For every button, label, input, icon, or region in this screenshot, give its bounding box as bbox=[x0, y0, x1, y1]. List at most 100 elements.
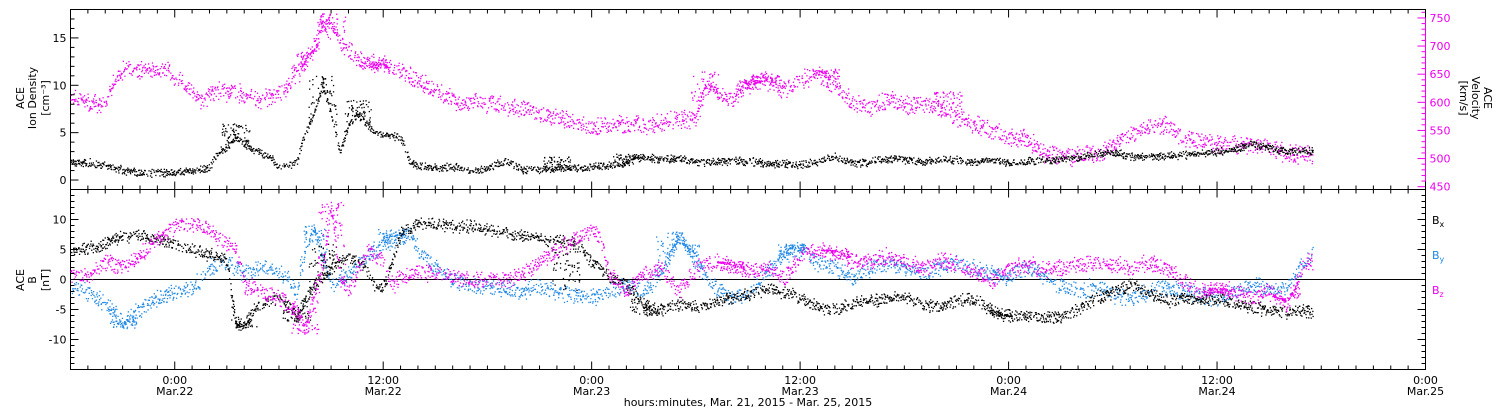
data-point bbox=[829, 159, 831, 161]
data-point bbox=[254, 95, 256, 98]
data-point bbox=[694, 162, 696, 164]
data-point bbox=[1036, 142, 1038, 145]
data-point bbox=[205, 166, 208, 168]
data-point bbox=[979, 120, 981, 122]
data-point bbox=[765, 162, 767, 164]
data-point bbox=[291, 164, 294, 166]
data-point bbox=[447, 103, 450, 105]
data-point bbox=[850, 159, 852, 161]
data-point bbox=[765, 165, 767, 168]
data-point bbox=[1160, 131, 1163, 133]
data-point bbox=[729, 163, 731, 165]
data-point bbox=[613, 123, 615, 125]
data-point bbox=[1219, 151, 1221, 153]
data-point bbox=[296, 54, 298, 56]
data-point bbox=[492, 167, 494, 170]
data-point bbox=[204, 97, 206, 99]
data-point bbox=[349, 123, 351, 125]
data-point bbox=[1164, 126, 1167, 128]
data-point bbox=[261, 149, 263, 152]
data-point bbox=[379, 131, 381, 134]
data-point bbox=[173, 172, 175, 175]
data-point bbox=[1254, 149, 1256, 151]
data-point bbox=[1025, 136, 1027, 138]
data-point bbox=[700, 92, 702, 94]
data-point bbox=[865, 104, 867, 106]
data-point bbox=[309, 57, 311, 60]
data-point bbox=[745, 82, 747, 84]
data-point bbox=[135, 68, 137, 70]
data-point bbox=[733, 105, 735, 107]
data-point bbox=[689, 160, 691, 162]
data-point bbox=[352, 121, 354, 124]
data-point bbox=[308, 127, 310, 129]
data-point bbox=[199, 168, 201, 170]
data-point bbox=[967, 162, 969, 164]
data-point bbox=[1119, 145, 1121, 147]
data-point bbox=[877, 106, 879, 108]
data-point bbox=[971, 159, 973, 162]
data-point bbox=[714, 92, 716, 94]
data-point bbox=[530, 105, 532, 107]
data-point bbox=[332, 23, 334, 25]
data-point bbox=[215, 89, 217, 91]
data-point bbox=[101, 105, 103, 107]
data-point bbox=[719, 163, 721, 165]
data-point bbox=[899, 156, 902, 159]
data-point bbox=[525, 172, 528, 174]
data-point bbox=[371, 61, 373, 63]
data-point bbox=[564, 117, 566, 119]
data-point bbox=[1122, 135, 1124, 138]
data-point bbox=[906, 95, 908, 97]
data-point bbox=[737, 88, 740, 90]
data-point bbox=[392, 135, 394, 138]
data-point bbox=[1141, 126, 1143, 128]
data-point bbox=[587, 129, 589, 132]
data-point bbox=[695, 161, 697, 163]
data-point bbox=[680, 160, 682, 162]
data-point bbox=[121, 173, 124, 175]
data-point bbox=[869, 101, 871, 103]
data-point bbox=[876, 157, 879, 159]
data-point bbox=[438, 89, 440, 91]
data-point bbox=[424, 167, 426, 169]
data-point bbox=[342, 42, 344, 45]
data-point bbox=[1130, 126, 1132, 128]
data-point bbox=[537, 171, 539, 173]
data-point bbox=[545, 120, 548, 122]
data-point bbox=[487, 168, 489, 170]
data-point bbox=[642, 118, 644, 120]
data-point bbox=[568, 167, 571, 170]
data-point bbox=[320, 31, 322, 34]
data-point bbox=[301, 58, 304, 61]
data-point bbox=[283, 93, 285, 95]
data-point bbox=[528, 166, 530, 168]
data-point bbox=[908, 97, 910, 99]
data-point bbox=[660, 157, 662, 160]
data-point bbox=[1270, 151, 1272, 154]
data-point bbox=[595, 131, 598, 133]
data-point bbox=[1296, 154, 1299, 157]
data-point bbox=[514, 98, 516, 100]
data-point bbox=[389, 135, 391, 137]
data-point bbox=[261, 155, 264, 157]
data-point bbox=[225, 87, 228, 89]
data-point bbox=[268, 97, 270, 99]
data-point bbox=[878, 160, 881, 163]
data-point bbox=[649, 127, 651, 130]
data-point bbox=[822, 72, 825, 74]
data-point bbox=[911, 105, 913, 107]
data-point bbox=[73, 93, 75, 95]
data-point bbox=[483, 103, 485, 106]
data-point bbox=[758, 80, 760, 82]
data-point bbox=[582, 128, 584, 130]
data-point bbox=[257, 99, 259, 102]
data-point bbox=[1148, 132, 1150, 134]
data-point bbox=[549, 120, 551, 123]
data-point bbox=[250, 147, 252, 149]
data-point bbox=[1122, 140, 1124, 142]
data-point bbox=[835, 86, 837, 89]
data-point bbox=[607, 122, 609, 124]
data-point bbox=[758, 82, 760, 84]
data-point bbox=[735, 161, 737, 163]
